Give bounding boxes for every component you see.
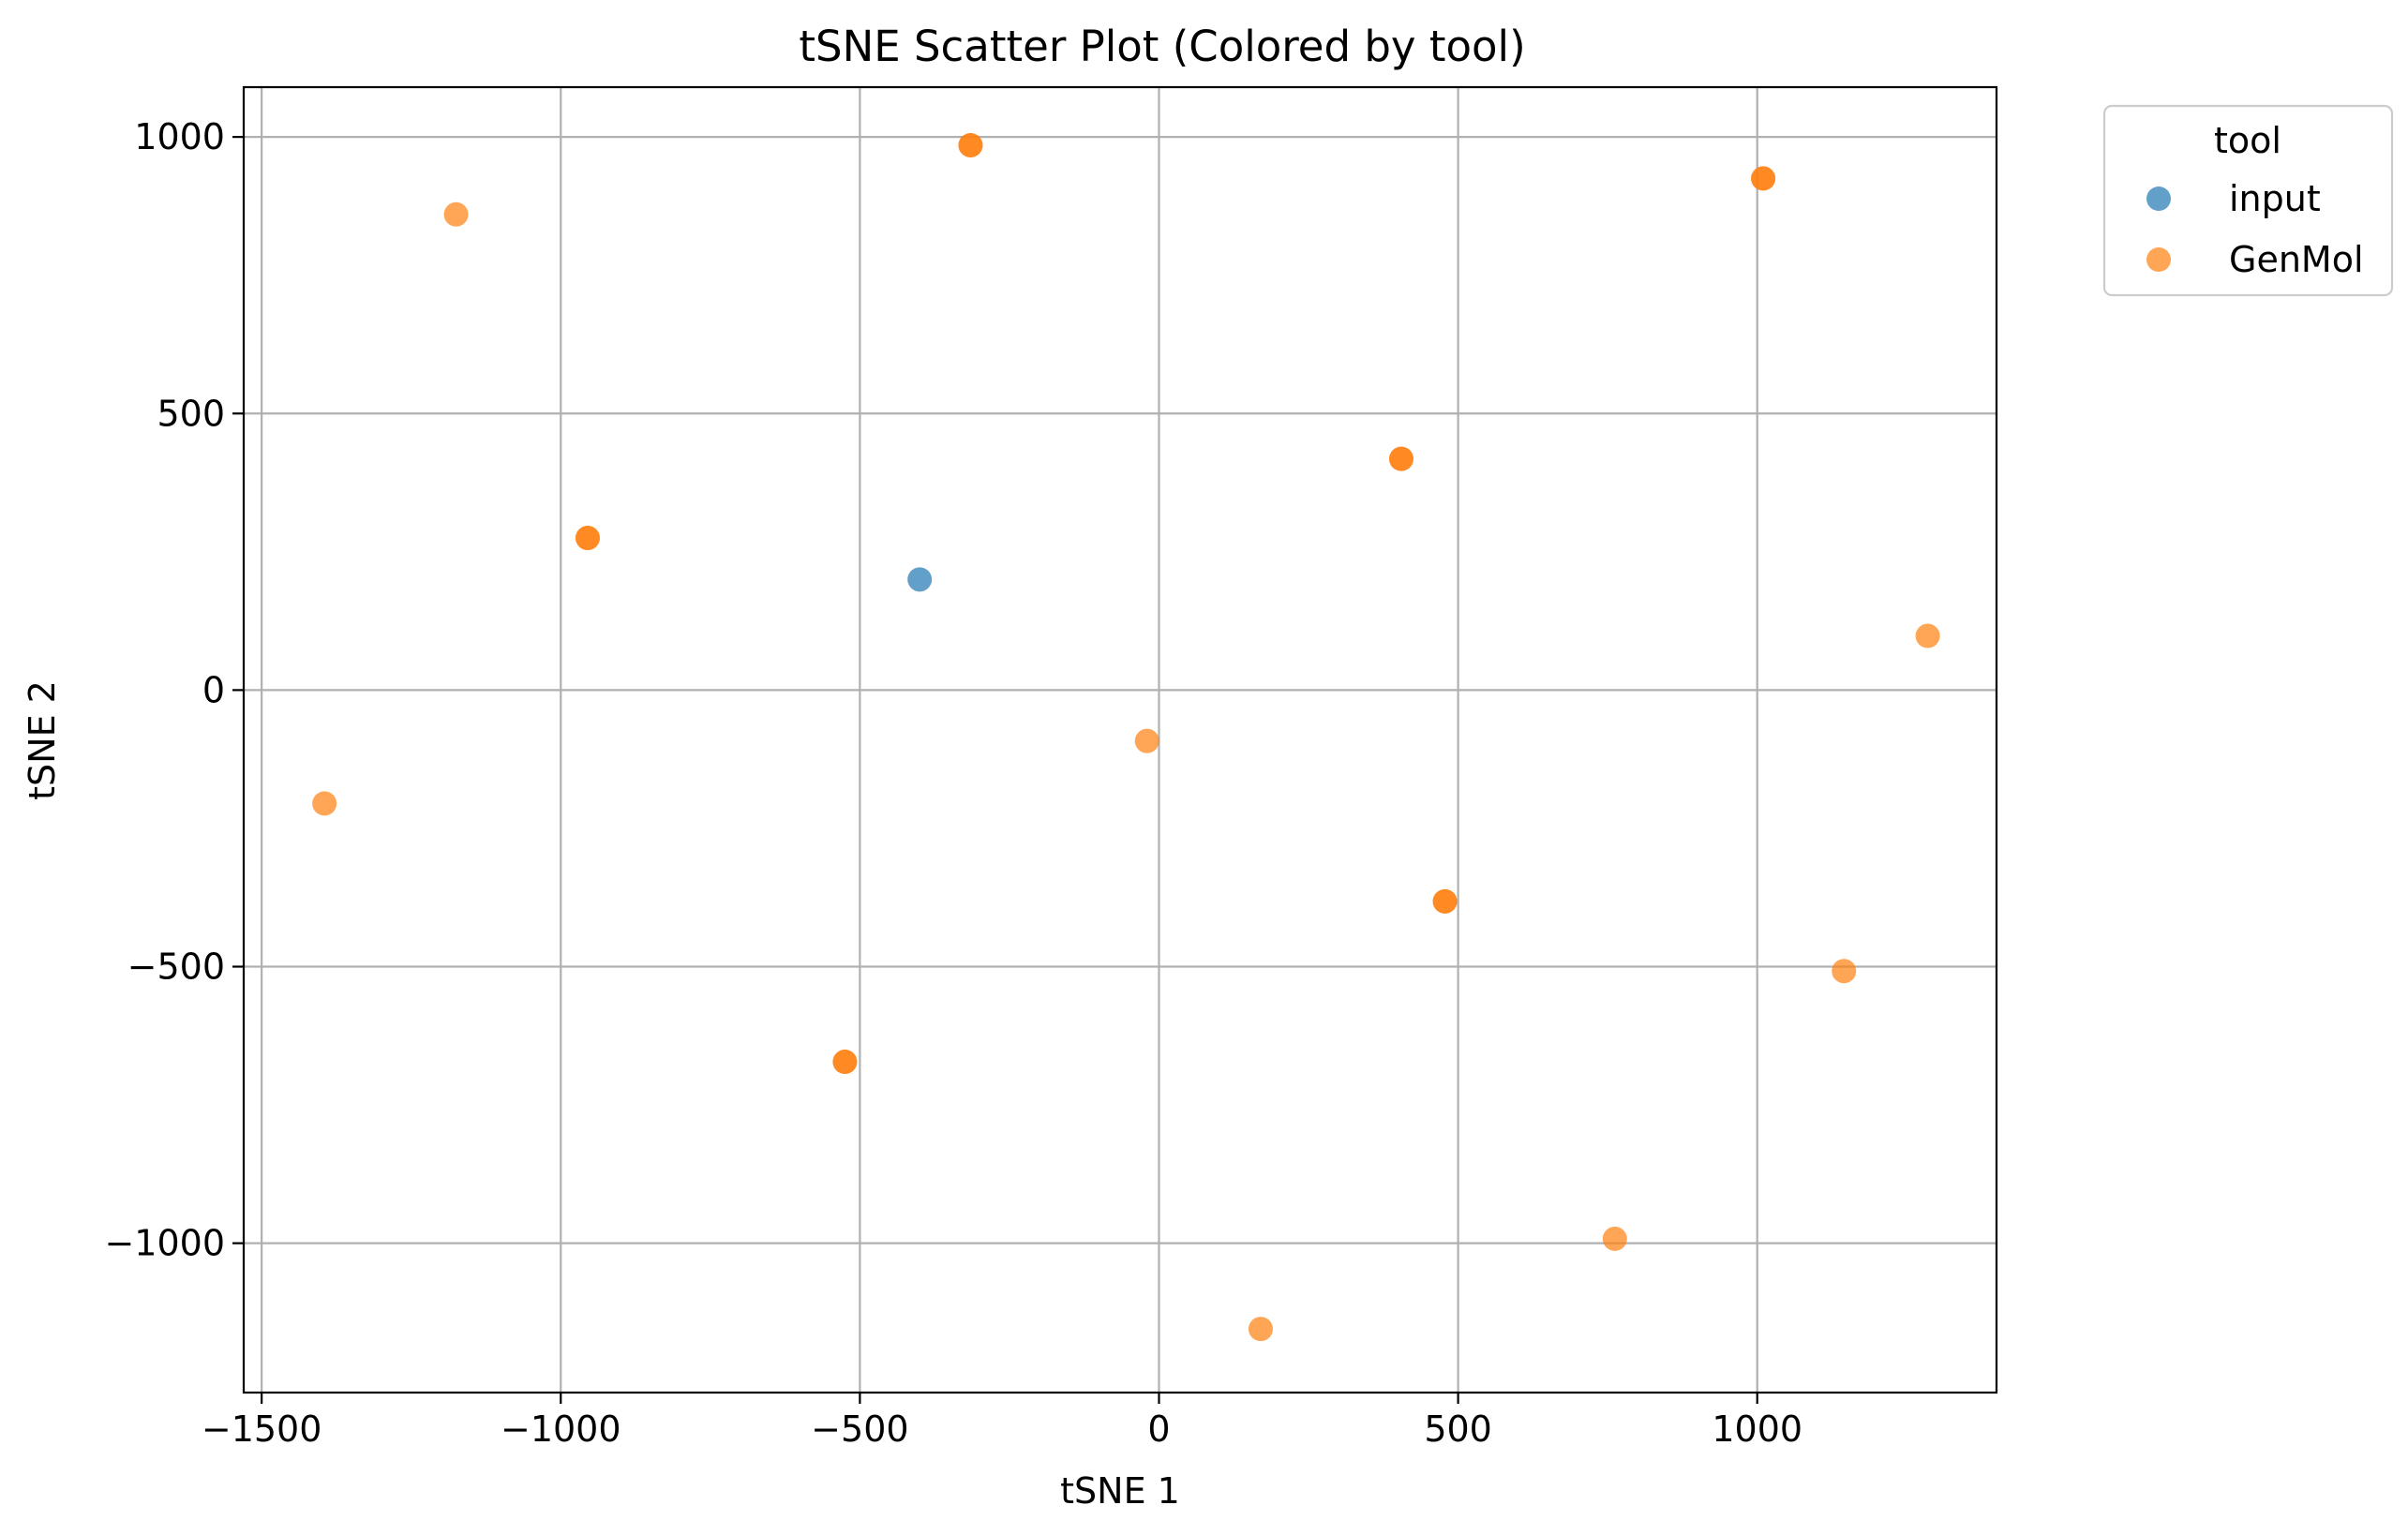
scatter-point-genmol [832, 1050, 858, 1075]
legend-marker-input [2146, 186, 2171, 211]
scatter-point-genmol [1248, 1317, 1273, 1342]
scatter-point-genmol [443, 201, 469, 227]
x-axis-label: tSNE 1 [1060, 1470, 1180, 1512]
legend-label-input: input [2229, 178, 2321, 219]
series-genmol [312, 132, 1940, 1342]
scatter-point-genmol [1602, 1226, 1627, 1251]
y-tick-label: −500 [127, 946, 225, 988]
x-tick-label: 0 [1147, 1408, 1170, 1450]
scatter-point-genmol [575, 526, 600, 551]
x-tick-label: 500 [1424, 1408, 1492, 1450]
y-tick-label: 500 [157, 393, 225, 434]
axis-ticks: −1500 −1000 −500 0 500 1000 −1000 −500 0 500 1000 [104, 116, 1802, 1450]
scatter-point-genmol [1751, 166, 1776, 191]
scatter-point-genmol [1915, 623, 1940, 648]
legend-frame [2102, 104, 2394, 297]
y-axis-label: tSNE 2 [22, 680, 63, 800]
legend-title: tool [2214, 120, 2281, 161]
x-tick-label: −1500 [202, 1408, 322, 1450]
scatter-point-genmol [312, 791, 337, 816]
scatter-point-genmol [1134, 728, 1159, 753]
scatter-point-input [907, 567, 933, 592]
y-tick-label: 1000 [134, 116, 225, 157]
scatter-point-genmol [1832, 959, 1857, 984]
legend-label-genmol: GenMol [2229, 239, 2364, 280]
legend-entries: input GenMol [2146, 178, 2364, 280]
x-tick-label: −1000 [501, 1408, 621, 1450]
x-tick-label: 1000 [1712, 1408, 1802, 1450]
legend: tool input GenMol [2102, 104, 2394, 297]
chart-title: tSNE Scatter Plot (Colored by tool) [799, 22, 1525, 71]
data-points [312, 132, 1940, 1342]
series-input [907, 567, 933, 592]
x-tick-label: −500 [811, 1408, 908, 1450]
grid-lines [244, 87, 1997, 1393]
y-tick-label: 0 [202, 669, 225, 710]
scatter-point-genmol [1388, 446, 1413, 471]
scatter-point-genmol [958, 132, 983, 157]
y-tick-label: −1000 [104, 1223, 225, 1264]
legend-marker-genmol [2146, 247, 2171, 272]
plot-area-frame [242, 85, 1998, 1394]
scatter-point-genmol [1432, 888, 1458, 914]
